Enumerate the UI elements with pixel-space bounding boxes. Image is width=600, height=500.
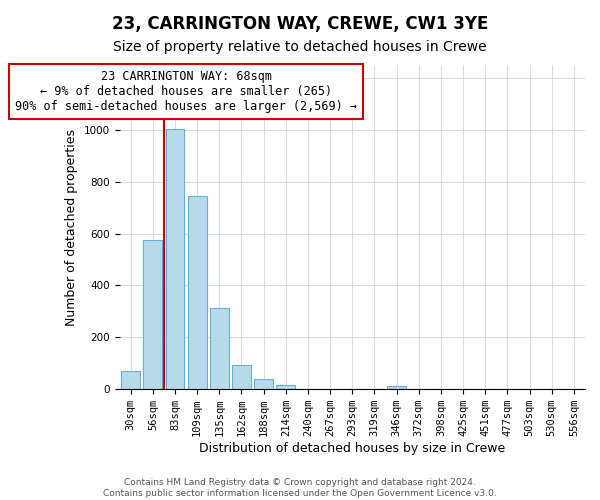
X-axis label: Distribution of detached houses by size in Crewe: Distribution of detached houses by size … (199, 442, 505, 455)
Text: Size of property relative to detached houses in Crewe: Size of property relative to detached ho… (113, 40, 487, 54)
Bar (254, 379, 273, 389)
Text: 23 CARRINGTON WAY: 68sqm
← 9% of detached houses are smaller (265)
90% of semi-d: 23 CARRINGTON WAY: 68sqm ← 9% of detache… (15, 70, 357, 113)
Bar (387, 386, 406, 389)
Y-axis label: Number of detached properties: Number of detached properties (65, 128, 78, 326)
Bar (121, 371, 140, 389)
Bar (210, 308, 229, 389)
Text: 23, CARRINGTON WAY, CREWE, CW1 3YE: 23, CARRINGTON WAY, CREWE, CW1 3YE (112, 15, 488, 33)
Bar (143, 240, 162, 389)
Bar (232, 364, 251, 389)
Bar (277, 384, 295, 389)
Text: Contains HM Land Registry data © Crown copyright and database right 2024.
Contai: Contains HM Land Registry data © Crown c… (103, 478, 497, 498)
Bar (166, 128, 184, 389)
Bar (188, 196, 206, 389)
